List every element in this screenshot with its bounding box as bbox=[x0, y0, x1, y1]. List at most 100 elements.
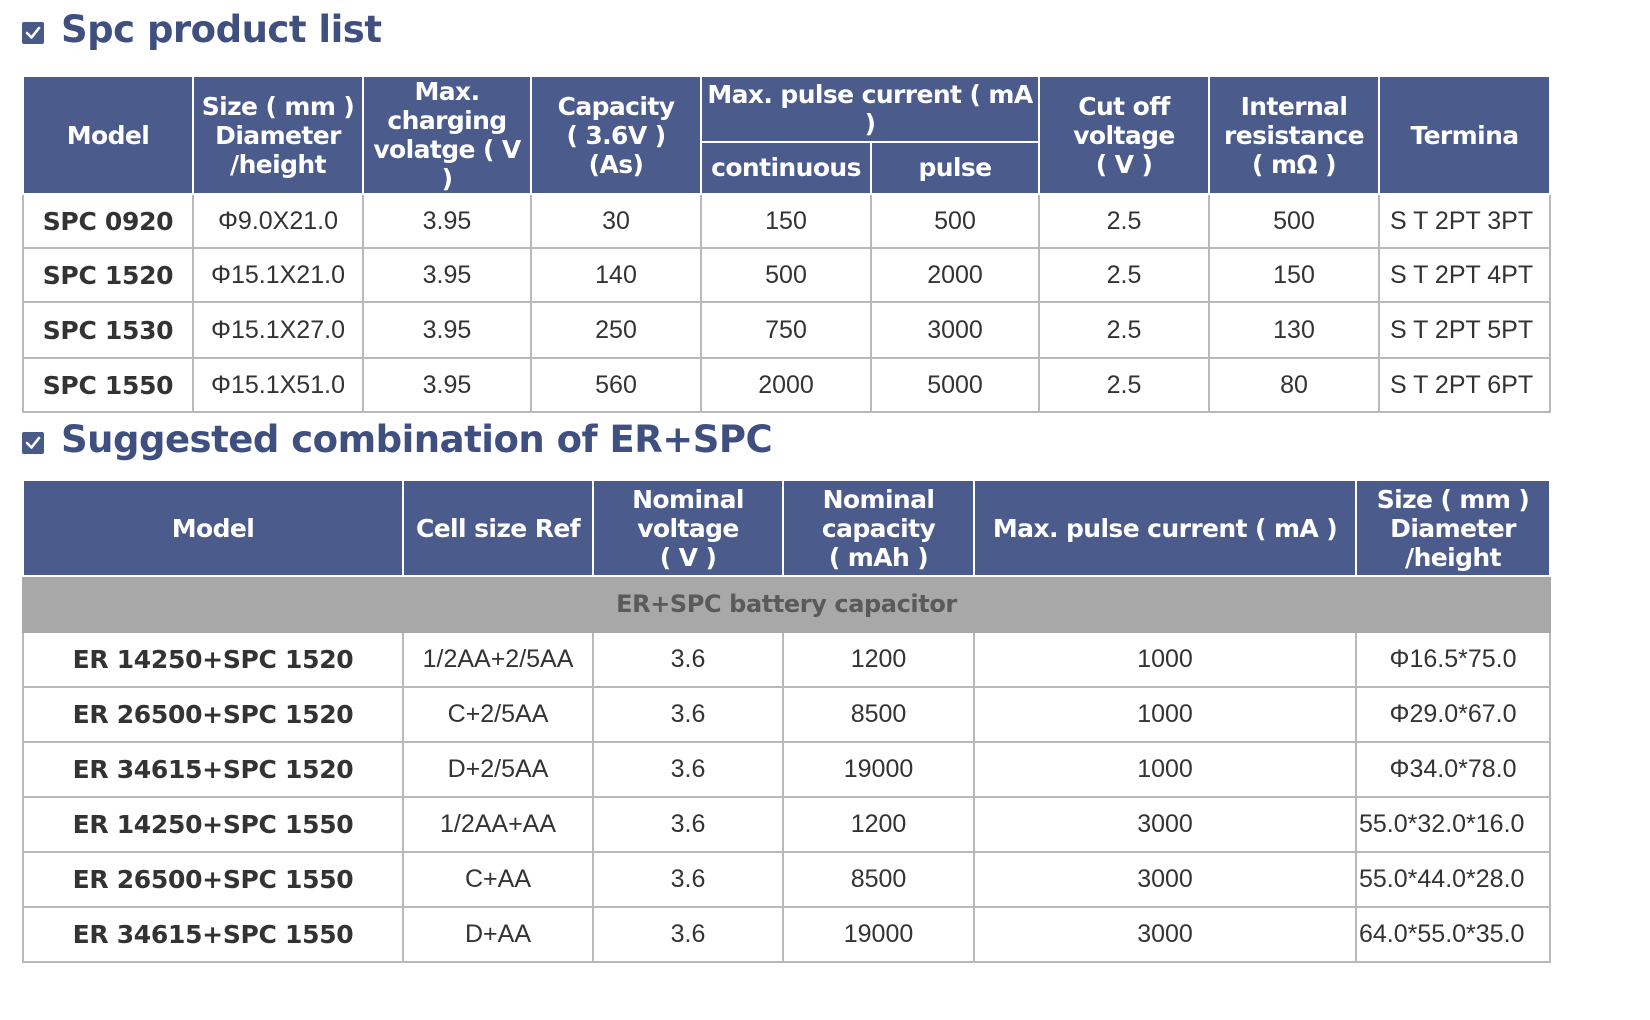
header-max-charging-voltage: Max. charging volatge ( V ) bbox=[362, 75, 532, 195]
cell-model: SPC 1520 bbox=[22, 247, 194, 303]
cell-size: Φ15.1X21.0 bbox=[192, 247, 364, 303]
cell-max-charging-voltage: 3.95 bbox=[362, 247, 532, 303]
cell-model: SPC 0920 bbox=[22, 193, 194, 249]
header-capacity: Capacity ( 3.6V ) (As) bbox=[530, 75, 702, 195]
header-model: Model bbox=[22, 75, 194, 195]
er-spc-combination-table: Model Cell size Ref Nominal voltage ( V … bbox=[22, 479, 1551, 963]
cell-cell-size-ref: C+2/5AA bbox=[402, 686, 594, 743]
cell-capacity: 560 bbox=[530, 357, 702, 413]
cell-continuous: 150 bbox=[700, 193, 872, 249]
cell-internal-resistance: 150 bbox=[1208, 247, 1380, 303]
header-cutoff-voltage: Cut off voltage ( V ) bbox=[1038, 75, 1210, 195]
cell-nominal-capacity: 19000 bbox=[782, 741, 975, 798]
cell-pulse: 500 bbox=[870, 193, 1040, 249]
cell-cell-size-ref: 1/2AA+2/5AA bbox=[402, 631, 594, 688]
cell-pulse: 3000 bbox=[870, 301, 1040, 359]
cell-pulse: 2000 bbox=[870, 247, 1040, 303]
cell-cutoff-voltage: 2.5 bbox=[1038, 301, 1210, 359]
cell-max-pulse-current: 3000 bbox=[973, 796, 1357, 853]
cell-size: Φ29.0*67.0 bbox=[1355, 686, 1551, 743]
header-max-pulse-current: Max. pulse current ( mA ) bbox=[700, 75, 1040, 143]
cell-cell-size-ref: D+AA bbox=[402, 906, 594, 963]
header-internal-resistance: Internal resistance ( mΩ ) bbox=[1208, 75, 1380, 195]
cell-pulse: 5000 bbox=[870, 357, 1040, 413]
cell-size: Φ15.1X27.0 bbox=[192, 301, 364, 359]
cell-max-pulse-current: 3000 bbox=[973, 906, 1357, 963]
cell-size: 55.0*32.0*16.0 bbox=[1355, 796, 1551, 853]
section-title-text: Spc product list bbox=[61, 7, 382, 51]
cell-terminal: S T 2PT 5PT bbox=[1378, 301, 1551, 359]
cell-internal-resistance: 500 bbox=[1208, 193, 1380, 249]
cell-capacity: 140 bbox=[530, 247, 702, 303]
table-row: ER 34615+SPC 1520 D+2/5AA 3.6 19000 1000… bbox=[22, 741, 1551, 798]
header-continuous: continuous bbox=[700, 140, 872, 196]
cell-cell-size-ref: D+2/5AA bbox=[402, 741, 594, 798]
cell-nominal-capacity: 1200 bbox=[782, 796, 975, 853]
cell-terminal: S T 2PT 4PT bbox=[1378, 247, 1551, 303]
table-row: ER 14250+SPC 1550 1/2AA+AA 3.6 1200 3000… bbox=[22, 796, 1551, 853]
group-row: ER+SPC battery capacitor bbox=[22, 575, 1551, 633]
cell-nominal-voltage: 3.6 bbox=[592, 796, 784, 853]
cell-nominal-voltage: 3.6 bbox=[592, 741, 784, 798]
header-max-pulse-current: Max. pulse current ( mA ) bbox=[973, 479, 1357, 577]
cell-max-charging-voltage: 3.95 bbox=[362, 357, 532, 413]
cell-model: ER 26500+SPC 1550 bbox=[22, 851, 404, 908]
header-size: Size ( mm ) Diameter /height bbox=[192, 75, 364, 195]
table-row: ER 26500+SPC 1520 C+2/5AA 3.6 8500 1000 … bbox=[22, 686, 1551, 743]
cell-model: ER 34615+SPC 1520 bbox=[22, 741, 404, 798]
cell-capacity: 30 bbox=[530, 193, 702, 249]
cell-cell-size-ref: 1/2AA+AA bbox=[402, 796, 594, 853]
cell-size: Φ15.1X51.0 bbox=[192, 357, 364, 413]
checkbox-checked-icon bbox=[22, 432, 44, 454]
checkbox-checked-icon bbox=[22, 22, 44, 44]
table-row: SPC 0920 Φ9.0X21.0 3.95 30 150 500 2.5 5… bbox=[22, 193, 1551, 249]
header-nominal-capacity: Nominal capacity ( mAh ) bbox=[782, 479, 975, 577]
table-row: ER 14250+SPC 1520 1/2AA+2/5AA 3.6 1200 1… bbox=[22, 631, 1551, 688]
cell-nominal-voltage: 3.6 bbox=[592, 906, 784, 963]
cell-size: Φ34.0*78.0 bbox=[1355, 741, 1551, 798]
section-title-suggested-combination: Suggested combination of ER+SPC bbox=[22, 414, 773, 464]
header-cell-size-ref: Cell size Ref bbox=[402, 479, 594, 577]
cell-nominal-voltage: 3.6 bbox=[592, 686, 784, 743]
table-row: ER 26500+SPC 1550 C+AA 3.6 8500 3000 55.… bbox=[22, 851, 1551, 908]
cell-model: SPC 1530 bbox=[22, 301, 194, 359]
cell-continuous: 500 bbox=[700, 247, 872, 303]
cell-nominal-capacity: 19000 bbox=[782, 906, 975, 963]
cell-size: Φ16.5*75.0 bbox=[1355, 631, 1551, 688]
cell-cell-size-ref: C+AA bbox=[402, 851, 594, 908]
header-size: Size ( mm ) Diameter /height bbox=[1355, 479, 1551, 577]
cell-capacity: 250 bbox=[530, 301, 702, 359]
cell-model: ER 14250+SPC 1520 bbox=[22, 631, 404, 688]
cell-size: 55.0*44.0*28.0 bbox=[1355, 851, 1551, 908]
cell-max-pulse-current: 1000 bbox=[973, 741, 1357, 798]
header-model: Model bbox=[22, 479, 404, 577]
cell-nominal-capacity: 8500 bbox=[782, 851, 975, 908]
header-pulse: pulse bbox=[870, 140, 1040, 196]
cell-internal-resistance: 80 bbox=[1208, 357, 1380, 413]
cell-size: Φ9.0X21.0 bbox=[192, 193, 364, 249]
table-row: SPC 1530 Φ15.1X27.0 3.95 250 750 3000 2.… bbox=[22, 301, 1551, 359]
cell-max-charging-voltage: 3.95 bbox=[362, 193, 532, 249]
header-nominal-voltage: Nominal voltage ( V ) bbox=[592, 479, 784, 577]
cell-internal-resistance: 130 bbox=[1208, 301, 1380, 359]
group-label: ER+SPC battery capacitor bbox=[22, 575, 1551, 633]
table-row: ER 34615+SPC 1550 D+AA 3.6 19000 3000 64… bbox=[22, 906, 1551, 963]
cell-continuous: 750 bbox=[700, 301, 872, 359]
cell-max-charging-voltage: 3.95 bbox=[362, 301, 532, 359]
table-row: SPC 1550 Φ15.1X51.0 3.95 560 2000 5000 2… bbox=[22, 357, 1551, 413]
cell-model: ER 14250+SPC 1550 bbox=[22, 796, 404, 853]
cell-max-pulse-current: 3000 bbox=[973, 851, 1357, 908]
section-title-text: Suggested combination of ER+SPC bbox=[61, 417, 773, 461]
section-title-spc-product-list: Spc product list bbox=[22, 4, 382, 54]
cell-cutoff-voltage: 2.5 bbox=[1038, 357, 1210, 413]
cell-model: ER 26500+SPC 1520 bbox=[22, 686, 404, 743]
cell-terminal: S T 2PT 6PT bbox=[1378, 357, 1551, 413]
cell-model: ER 34615+SPC 1550 bbox=[22, 906, 404, 963]
cell-max-pulse-current: 1000 bbox=[973, 686, 1357, 743]
spc-product-table: Model Size ( mm ) Diameter /height Max. … bbox=[22, 75, 1551, 413]
table-row: SPC 1520 Φ15.1X21.0 3.95 140 500 2000 2.… bbox=[22, 247, 1551, 303]
cell-max-pulse-current: 1000 bbox=[973, 631, 1357, 688]
cell-nominal-voltage: 3.6 bbox=[592, 851, 784, 908]
cell-size: 64.0*55.0*35.0 bbox=[1355, 906, 1551, 963]
cell-nominal-voltage: 3.6 bbox=[592, 631, 784, 688]
